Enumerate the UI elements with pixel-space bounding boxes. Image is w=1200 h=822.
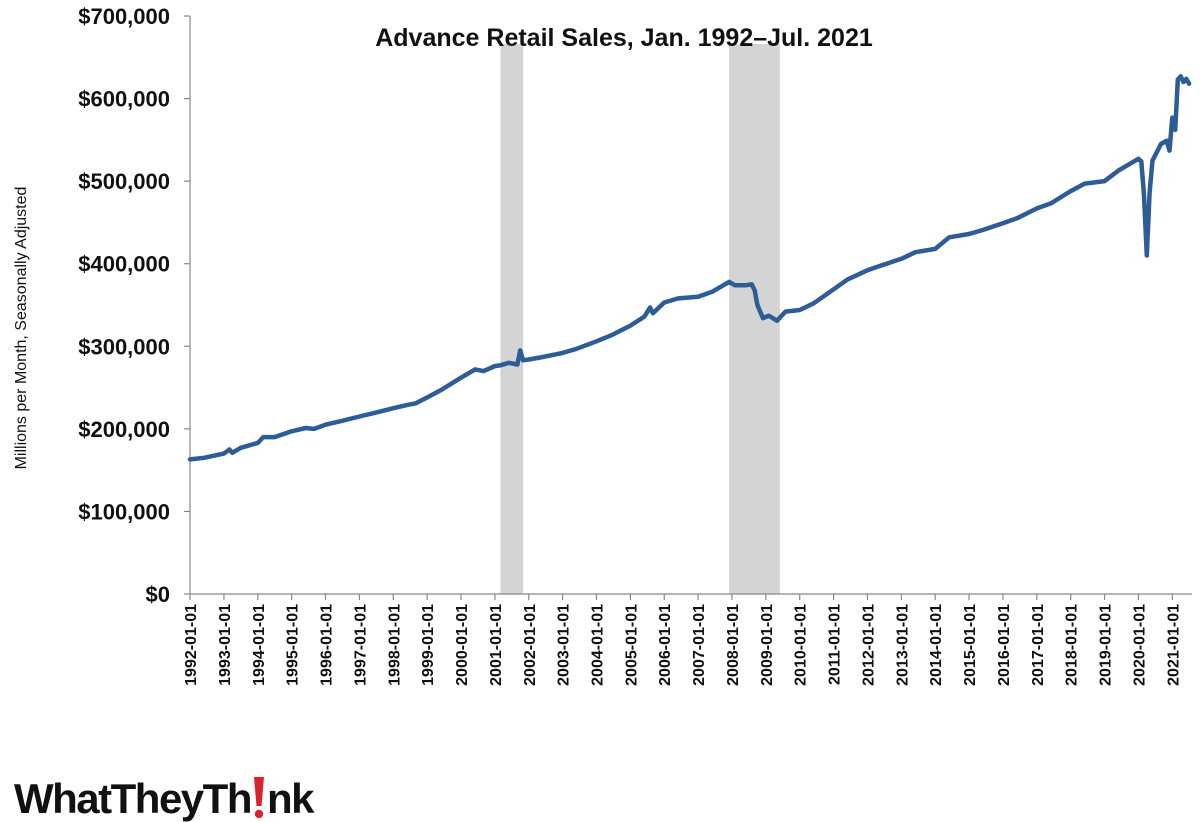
x-tick-label: 2002-01-01 xyxy=(522,604,539,686)
series-line-1 xyxy=(187,74,1192,462)
x-tick-label: 2003-01-01 xyxy=(556,604,573,686)
x-tick-label: 1997-01-01 xyxy=(352,604,369,686)
y-axis-label: Millions per Month, Seasonally Adjusted xyxy=(13,187,30,470)
x-tick-label: 2008-01-01 xyxy=(725,604,742,686)
x-tick-label: 1995-01-01 xyxy=(285,604,302,686)
x-tick-label: 2010-01-01 xyxy=(793,604,810,686)
x-tick-label: 2011-01-01 xyxy=(827,604,844,685)
x-tick-label: 2013-01-01 xyxy=(894,604,911,686)
x-tick-label: 2006-01-01 xyxy=(657,604,674,686)
x-tick-label: 2019-01-01 xyxy=(1098,604,1115,686)
whattheythink-logo: WhatTheyTh nk xyxy=(14,775,315,822)
logo-text-start: WhatTheyTh xyxy=(14,775,252,822)
x-tick-label: 2017-01-01 xyxy=(1030,604,1047,686)
y-tick-label: $400,000 xyxy=(78,252,170,277)
x-tick-label: 2021-01-01 xyxy=(1165,604,1182,686)
x-tick-label: 1993-01-01 xyxy=(217,604,234,686)
x-tick-label: 2009-01-01 xyxy=(759,604,776,686)
y-tick-label: $0 xyxy=(146,582,170,607)
x-tick-label: 2015-01-01 xyxy=(962,604,979,686)
y-tick-label: $100,000 xyxy=(78,499,170,524)
logo-text-end: nk xyxy=(266,775,315,822)
y-tick-label: $300,000 xyxy=(78,334,170,359)
x-tick-label: 2018-01-01 xyxy=(1064,604,1081,686)
x-tick-label: 2001-01-01 xyxy=(488,604,505,686)
x-tick-label: 2020-01-01 xyxy=(1131,604,1148,686)
x-tick-label: 1999-01-01 xyxy=(420,604,437,686)
recession-band-1 xyxy=(500,44,524,594)
exclamation-icon xyxy=(253,777,264,819)
y-tick-label: $500,000 xyxy=(78,169,170,194)
x-tick-label: 2014-01-01 xyxy=(928,604,945,686)
y-tick-label: $700,000 xyxy=(78,4,170,29)
x-tick-label: 1998-01-01 xyxy=(386,604,403,686)
y-tick-label: $600,000 xyxy=(78,87,170,112)
x-tick-label: 1992-01-01 xyxy=(183,604,200,686)
chart-title: Advance Retail Sales, Jan. 1992–Jul. 202… xyxy=(375,24,873,52)
x-tick-label: 2004-01-01 xyxy=(589,604,606,686)
x-tick-label: 2007-01-01 xyxy=(691,604,708,686)
y-tick-label: $200,000 xyxy=(78,417,170,442)
x-tick-label: 2012-01-01 xyxy=(860,604,877,686)
x-tick-label: 2016-01-01 xyxy=(996,604,1013,686)
x-tick-label: 2000-01-01 xyxy=(454,604,471,686)
x-tick-label: 2005-01-01 xyxy=(623,604,640,686)
x-tick-label: 1996-01-01 xyxy=(318,604,335,686)
x-tick-label: 1994-01-01 xyxy=(251,604,268,686)
